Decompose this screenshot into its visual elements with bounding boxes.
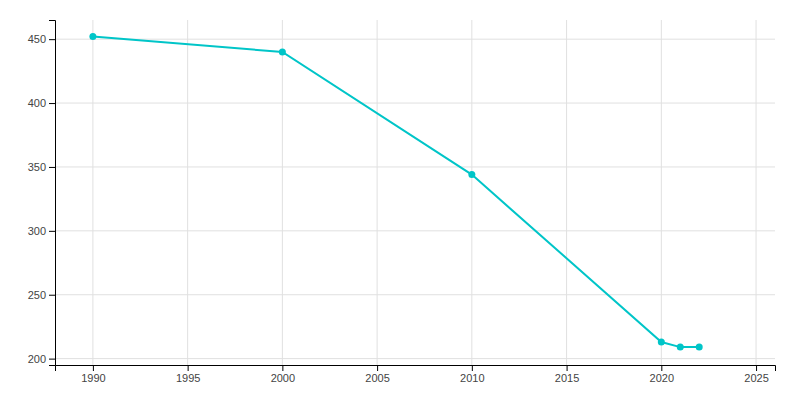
x-grid-line: [566, 20, 567, 365]
x-axis-line: [56, 366, 776, 372]
y-axis-line: [49, 21, 56, 366]
x-tick-mark: [756, 365, 757, 371]
point: [468, 171, 475, 178]
y-tick-label: 350: [28, 161, 46, 173]
x-tick: 2020: [650, 365, 674, 384]
x-tick: 2015: [555, 365, 579, 384]
point: [696, 344, 703, 351]
x-tick-label: 1995: [176, 372, 200, 384]
y-tick: 300: [28, 225, 55, 237]
y-tick: 350: [28, 161, 55, 173]
x-grid-line: [187, 20, 188, 365]
y-tick-mark: [49, 39, 55, 40]
x-tick-label: 1990: [81, 372, 105, 384]
x-tick-mark: [377, 365, 378, 371]
x-tick: 2000: [271, 365, 295, 384]
x-tick: 1995: [176, 365, 200, 384]
y-tick: 400: [28, 97, 55, 109]
x-tick-mark: [188, 365, 189, 371]
marks: [89, 33, 702, 351]
x-tick: 2005: [365, 365, 389, 384]
x-grid-line: [756, 20, 757, 365]
chart: 1990 1995 2000 2005 2010 2015 2020 2025 200 250 30…: [0, 0, 800, 400]
y-tick: 200: [28, 353, 55, 365]
x-tick-label: 2020: [650, 372, 674, 384]
y-tick-mark: [49, 359, 55, 360]
y-tick-mark: [49, 231, 55, 232]
y-grid-line: [55, 166, 775, 167]
y-tick-label: 450: [28, 33, 46, 45]
x-grid-line: [377, 20, 378, 365]
plot: 1990 1995 2000 2005 2010 2015 2020 2025 200 250 30…: [28, 20, 776, 384]
y-grid-line: [55, 294, 775, 295]
x-tick-label: 2010: [460, 372, 484, 384]
x-tick: 2010: [460, 365, 484, 384]
y-grid-line: [55, 358, 775, 359]
point: [658, 339, 665, 346]
y-tick-mark: [49, 295, 55, 296]
x-axis: 1990 1995 2000 2005 2010 2015 2020 2025: [56, 365, 776, 384]
y-axis: 200 250 300 350 400 450: [28, 21, 56, 366]
x-tick-mark: [472, 365, 473, 371]
x-tick: 2025: [744, 365, 768, 384]
y-tick-label: 300: [28, 225, 46, 237]
y-tick-label: 400: [28, 97, 46, 109]
grid: [55, 20, 775, 365]
x-grid-line: [92, 20, 93, 365]
x-tick: 1990: [81, 365, 105, 384]
x-tick-mark: [93, 365, 94, 371]
y-tick-mark: [49, 103, 55, 104]
x-tick-mark: [567, 365, 568, 371]
x-grid-line: [282, 20, 283, 365]
point: [279, 48, 286, 55]
x-tick-label: 2025: [744, 372, 768, 384]
point: [89, 33, 96, 40]
point: [677, 344, 684, 351]
y-tick: 250: [28, 289, 55, 301]
x-tick-mark: [661, 365, 662, 371]
y-tick: 450: [28, 33, 55, 45]
line: [93, 37, 699, 348]
x-grid-line: [471, 20, 472, 365]
y-tick-mark: [49, 167, 55, 168]
y-grid-line: [55, 103, 775, 104]
y-tick-label: 250: [28, 289, 46, 301]
y-tick-label: 200: [28, 353, 46, 365]
x-grid-line: [661, 20, 662, 365]
x-tick-label: 2000: [271, 372, 295, 384]
x-tick-label: 2015: [555, 372, 579, 384]
y-grid-line: [55, 230, 775, 231]
y-grid-line: [55, 39, 775, 40]
x-tick-label: 2005: [365, 372, 389, 384]
x-tick-mark: [282, 365, 283, 371]
